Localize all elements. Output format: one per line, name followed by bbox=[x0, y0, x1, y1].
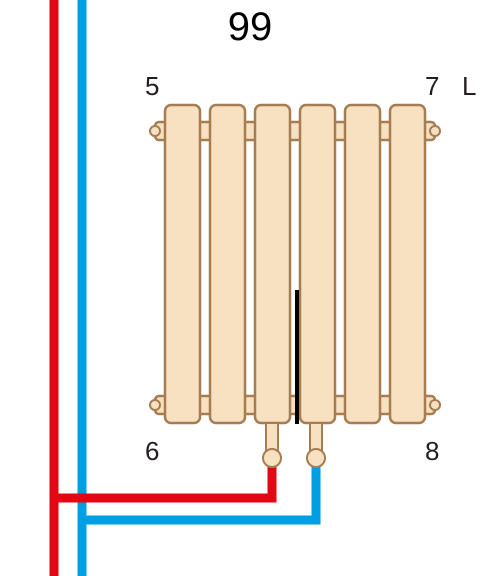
radiator-column bbox=[345, 105, 380, 423]
label-botRight: 8 bbox=[425, 436, 439, 466]
valve-left bbox=[263, 423, 281, 467]
valve-body bbox=[307, 449, 325, 467]
valve-right bbox=[307, 423, 325, 467]
figure-number: 99 bbox=[228, 5, 273, 49]
label-topRight: 7 bbox=[425, 71, 439, 101]
label-botLeft: 6 bbox=[145, 436, 159, 466]
radiator-plug bbox=[430, 126, 440, 136]
label-topLeft: 5 bbox=[145, 71, 159, 101]
label-L: L bbox=[462, 71, 476, 101]
radiator-plug bbox=[430, 400, 440, 410]
radiator-plug bbox=[150, 126, 160, 136]
radiator-plug bbox=[150, 400, 160, 410]
radiator-column bbox=[210, 105, 245, 423]
radiator-column bbox=[165, 105, 200, 423]
valve-stem bbox=[266, 423, 278, 451]
radiator-column bbox=[255, 105, 290, 423]
radiator-column bbox=[300, 105, 335, 423]
radiator-column bbox=[390, 105, 425, 423]
valve-stem bbox=[310, 423, 322, 451]
valve-body bbox=[263, 449, 281, 467]
